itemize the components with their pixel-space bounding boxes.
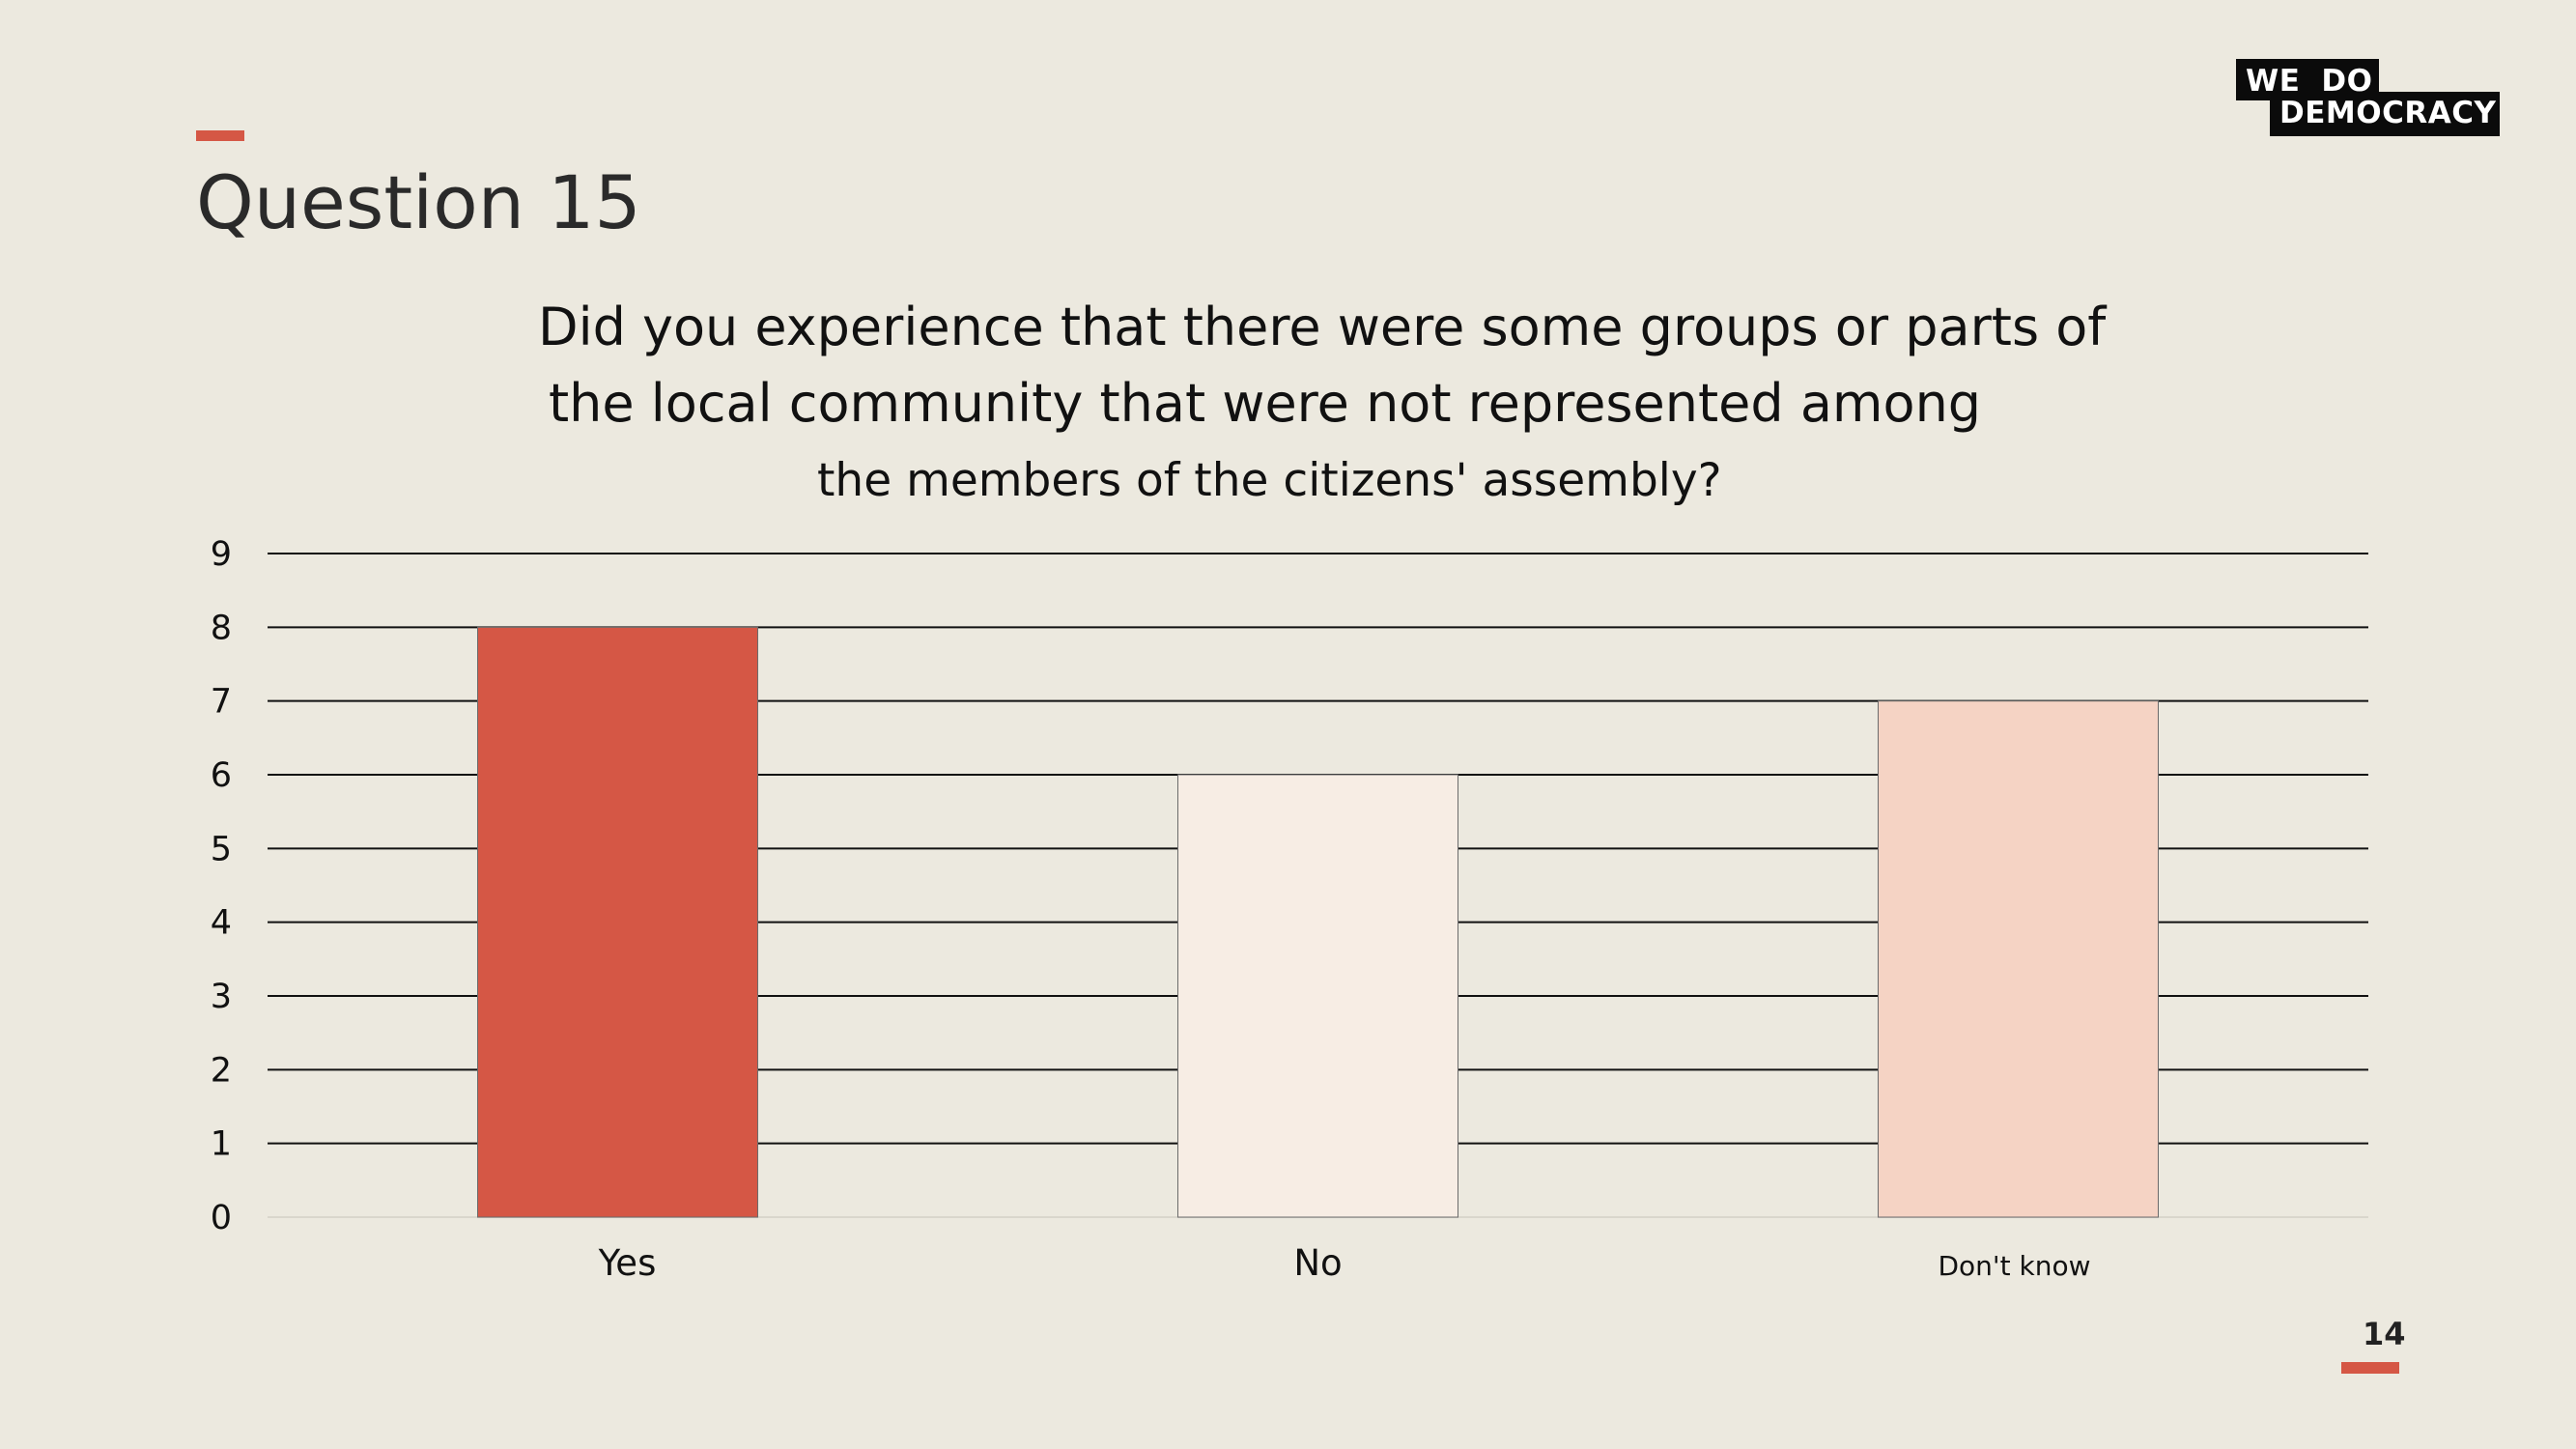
logo-word-we: WE bbox=[2246, 64, 2301, 99]
question-line-1: Did you experience that there were some … bbox=[538, 297, 2107, 357]
page-title: Question 15 bbox=[196, 159, 641, 245]
title-accent-bar bbox=[196, 130, 244, 141]
bar-don-t-know bbox=[1878, 700, 2159, 1218]
y-tick-label: 1 bbox=[211, 1125, 232, 1164]
y-tick-label: 9 bbox=[211, 535, 232, 574]
y-tick-label: 0 bbox=[211, 1199, 232, 1237]
y-tick-label: 5 bbox=[211, 830, 232, 868]
x-category-label: Yes bbox=[598, 1242, 657, 1284]
logo-line-2: DEMOCRACY bbox=[2270, 92, 2500, 136]
y-tick-label: 8 bbox=[211, 609, 232, 647]
question-line-3: the members of the citizens' assembly? bbox=[817, 454, 1722, 507]
y-tick-label: 2 bbox=[211, 1051, 232, 1090]
x-category-label: Don't know bbox=[1938, 1250, 2090, 1282]
bar-yes bbox=[477, 626, 758, 1218]
question-line-2: the local community that were not repres… bbox=[549, 373, 1982, 434]
y-tick-label: 6 bbox=[211, 756, 232, 795]
page-number: 14 bbox=[2363, 1316, 2406, 1352]
page-number-accent-bar bbox=[2341, 1362, 2399, 1374]
y-tick-label: 4 bbox=[211, 904, 232, 943]
logo-word-do: DO bbox=[2321, 64, 2373, 99]
y-tick-label: 3 bbox=[211, 978, 232, 1016]
x-category-label: No bbox=[1293, 1242, 1342, 1284]
y-tick-label: 7 bbox=[211, 683, 232, 722]
bar-no bbox=[1177, 774, 1458, 1218]
